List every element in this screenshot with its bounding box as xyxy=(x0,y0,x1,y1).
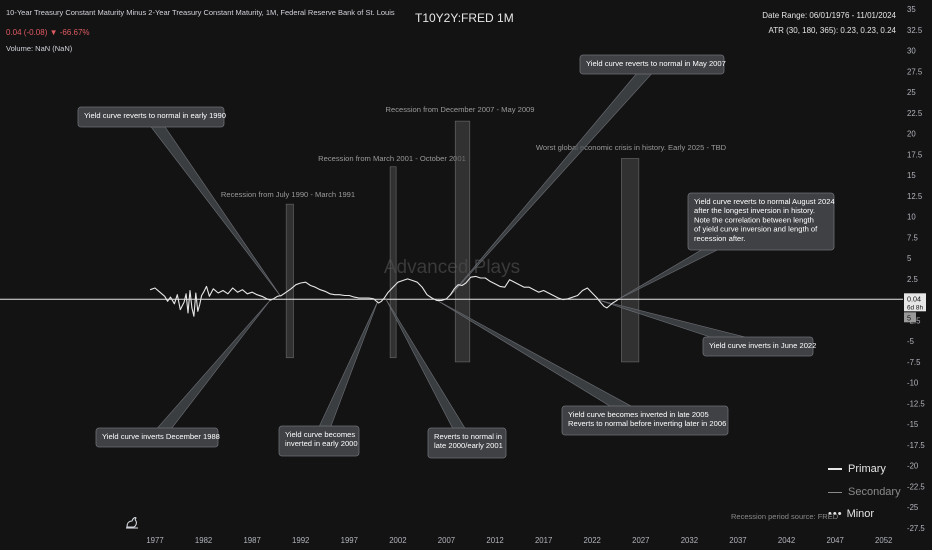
y-tick-label: 12.5 xyxy=(907,192,923,201)
y-tick-label: -10 xyxy=(907,379,919,388)
y-tick-label: -27.5 xyxy=(907,524,925,533)
y-tick-label: 32.5 xyxy=(907,26,923,35)
y-tick-label: -15 xyxy=(907,420,919,429)
price-badge-secondary-value: 5 xyxy=(907,313,911,322)
y-tick-label: 25 xyxy=(907,88,916,97)
watermark: Advanced Plays xyxy=(384,257,520,278)
callout-box xyxy=(687,192,835,251)
recession-band-label: Recession from July 1990 - March 1991 xyxy=(221,190,355,199)
callout-text: Reverts to normal before inverting later… xyxy=(568,419,726,428)
callout-pointer xyxy=(145,113,282,298)
x-tick-label: 2052 xyxy=(875,536,892,545)
y-tick-label: 15 xyxy=(907,171,916,180)
price-badge-secondary xyxy=(904,312,916,323)
x-tick-label: 2027 xyxy=(632,536,649,545)
y-tick-label: 10 xyxy=(907,213,916,222)
legend-secondary-line-icon xyxy=(828,491,842,493)
y-tick-label: -25 xyxy=(907,503,919,512)
x-tick-label: 1992 xyxy=(292,536,309,545)
callout-box xyxy=(579,54,725,75)
series-line xyxy=(149,275,620,317)
y-tick-label: -5 xyxy=(907,337,915,346)
recession-source-note: Recession period source: FRED xyxy=(731,512,839,521)
x-tick-label: 2002 xyxy=(389,536,406,545)
y-tick-label: -12.5 xyxy=(907,399,925,408)
callout-text: Note the correlation between length xyxy=(694,215,814,224)
recession-band-label: Recession from March 2001 - October 2001 xyxy=(318,154,466,163)
legend-primary-line-icon xyxy=(828,468,842,471)
legend-secondary[interactable]: Secondary xyxy=(828,486,901,498)
price-badge-value: 0.04 xyxy=(907,294,921,303)
callout-box xyxy=(95,427,219,448)
callout-pointer xyxy=(151,299,271,442)
callout-text: late 2000/early 2001 xyxy=(434,441,503,450)
x-tick-label: 2032 xyxy=(681,536,698,545)
callout-box xyxy=(702,336,814,357)
callout-text: Yield curve reverts to normal August 202… xyxy=(694,197,835,206)
x-tick-label: 1997 xyxy=(341,536,358,545)
x-tick-label: 1977 xyxy=(146,536,163,545)
y-tick-label: 7.5 xyxy=(907,233,919,242)
x-tick-label: 1987 xyxy=(243,536,260,545)
price-badge-countdown: 6d 8h xyxy=(907,304,923,311)
y-tick-label: 35 xyxy=(907,5,916,14)
series-title: 10-Year Treasury Constant Maturity Minus… xyxy=(6,8,395,17)
recession-band xyxy=(389,166,397,359)
callout-text: Yield curve inverts December 1988 xyxy=(102,432,220,441)
y-tick-label: -20 xyxy=(907,462,919,471)
y-tick-label: 27.5 xyxy=(907,67,923,76)
x-tick-label: 2017 xyxy=(535,536,552,545)
recession-band-label: Recession from December 2007 - May 2009 xyxy=(386,105,535,114)
x-tick-label: 2022 xyxy=(584,536,601,545)
y-tick-label: -7.5 xyxy=(907,358,921,367)
callout-box xyxy=(561,405,729,436)
x-tick-label: 1982 xyxy=(195,536,212,545)
recession-band xyxy=(454,120,471,363)
legend-secondary-label: Secondary xyxy=(848,486,901,498)
recession-band xyxy=(285,203,294,359)
y-tick-label: -22.5 xyxy=(907,482,925,491)
callout-text: after the longest inversion in history. xyxy=(694,206,815,215)
legend-primary[interactable]: Primary xyxy=(828,463,886,475)
callout-text: recession after. xyxy=(694,234,746,243)
x-tick-label: 2007 xyxy=(438,536,455,545)
callout-text: Yield curve becomes inverted in late 200… xyxy=(568,410,709,419)
callout-text: Yield curve inverts in June 2022 xyxy=(709,341,816,350)
legend-minor[interactable]: ••• Minor xyxy=(828,508,874,520)
callout-box xyxy=(278,425,360,457)
callout-text: inverted in early 2000 xyxy=(285,439,358,448)
callout-text: Yield curve becomes xyxy=(285,430,355,439)
callout-box xyxy=(427,427,507,459)
callout-text: of yield curve inversion and length of xyxy=(694,225,818,234)
callout-text: Yield curve reverts to normal in early 1… xyxy=(84,111,226,120)
y-tick-label: 30 xyxy=(907,47,916,56)
y-tick-label: 2.5 xyxy=(907,275,919,284)
x-tick-label: 2037 xyxy=(729,536,746,545)
tradingview-logo-icon xyxy=(126,517,138,529)
y-tick-label: 17.5 xyxy=(907,150,923,159)
price-badge xyxy=(904,293,926,312)
legend-minor-label: Minor xyxy=(846,508,875,520)
y-tick-label: 20 xyxy=(907,130,916,139)
x-tick-label: 2042 xyxy=(778,536,795,545)
symbol-title: T10Y2Y:FRED 1M xyxy=(415,11,514,25)
atr-readout: ATR (30, 180, 365): 0.23, 0.23, 0.24 xyxy=(768,26,897,35)
legend-minor-dots-icon: ••• xyxy=(828,508,843,520)
callout-text: Yield curve reverts to normal in May 200… xyxy=(586,59,726,68)
y-tick-label: 22.5 xyxy=(907,109,923,118)
y-tick-label: -17.5 xyxy=(907,441,925,450)
recession-band-label: Worst global economic crisis in history.… xyxy=(536,143,727,152)
y-tick-label: 5 xyxy=(907,254,912,263)
x-tick-label: 2047 xyxy=(826,536,843,545)
recession-band xyxy=(621,158,640,363)
date-range: Date Range: 06/01/1976 - 11/01/2024 xyxy=(762,11,896,20)
volume-readout: Volume: NaN (NaN) xyxy=(6,44,73,53)
x-tick-label: 2012 xyxy=(486,536,503,545)
callout-pointer xyxy=(313,299,379,444)
callout-text: Reverts to normal in xyxy=(434,432,502,441)
callout-box xyxy=(77,106,225,128)
legend-primary-label: Primary xyxy=(848,463,886,475)
price-change: 0.04 (-0.08) ▼ -66.67% xyxy=(6,28,90,37)
